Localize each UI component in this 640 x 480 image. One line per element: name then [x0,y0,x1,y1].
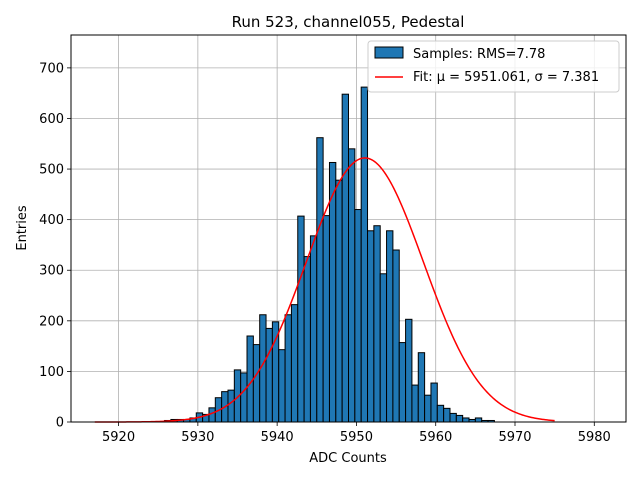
histogram-bar [284,314,292,423]
x-tick-label: 5940 [261,430,294,445]
histogram-bar [436,404,445,423]
y-axis-label: Entries [15,205,30,251]
y-tick-label: 300 [39,264,64,279]
histogram-bar [335,179,343,423]
histogram-bar [227,389,235,423]
x-axis: 5920 5930 5940 5950 5960 5970 5980 [102,422,611,445]
histogram-bar [278,349,286,423]
histogram-bar [265,327,273,423]
histogram-bar [316,137,324,423]
histogram-bar [367,230,375,423]
histogram-bar [373,225,381,423]
x-tick-label: 5970 [498,430,531,445]
histogram-bar [354,209,362,423]
histogram-bar [392,249,400,423]
chart-title: Run 523, channel055, Pedestal [232,13,465,31]
histogram-bar [309,235,318,423]
histogram-bar [455,414,464,423]
x-tick-label: 5930 [181,430,214,445]
histogram-bar [430,382,438,423]
y-tick-label: 600 [39,112,64,127]
histogram-bar [341,93,349,423]
y-axis: 0 100 200 300 400 500 600 700 [39,61,71,431]
legend-box [367,40,620,93]
legend-label-fit: Fit: μ = 5951.061, σ = 7.381 [413,70,599,85]
x-tick-label: 5920 [102,430,135,445]
histogram-bar [297,215,305,423]
legend-patch-samples [374,46,404,59]
histogram-bar [208,407,216,423]
x-tick-label: 5980 [578,430,611,445]
histogram-bar [303,256,311,423]
histogram-bar [405,318,413,423]
histogram-bar [252,344,261,423]
histogram-bar [411,384,419,423]
histogram-bar [424,394,432,423]
histogram-bar [474,417,483,423]
histogram-bar [379,273,388,423]
y-tick-label: 0 [56,416,64,431]
histogram-bar [443,407,451,423]
x-axis-label: ADC Counts [309,451,387,466]
x-tick-label: 5950 [340,430,373,445]
histogram-bar [360,86,369,423]
histogram-bar [449,412,457,423]
y-tick-label: 100 [39,365,64,380]
legend-label-samples: Samples: RMS=7.78 [413,47,545,62]
y-tick-label: 500 [39,163,64,178]
fit-curve [94,157,555,423]
histogram-bar [386,230,394,423]
histogram-bar [271,321,280,423]
histogram-bar [240,372,248,423]
y-tick-label: 700 [39,61,64,76]
histogram-bar [462,417,470,423]
legend: Samples: RMS=7.78 Fit: μ = 5951.061, σ =… [367,40,620,93]
histogram-bar [322,215,330,423]
fit-curve-layer [94,157,555,423]
histogram-bar [348,148,356,423]
y-tick-label: 400 [39,213,64,228]
x-tick-label: 5960 [419,430,452,445]
y-tick-label: 200 [39,314,64,329]
histogram-bar [398,342,407,423]
histogram-bar [417,352,426,423]
plot-frame [70,34,627,423]
histogram-bar [246,335,254,423]
histogram-bar [290,304,299,423]
